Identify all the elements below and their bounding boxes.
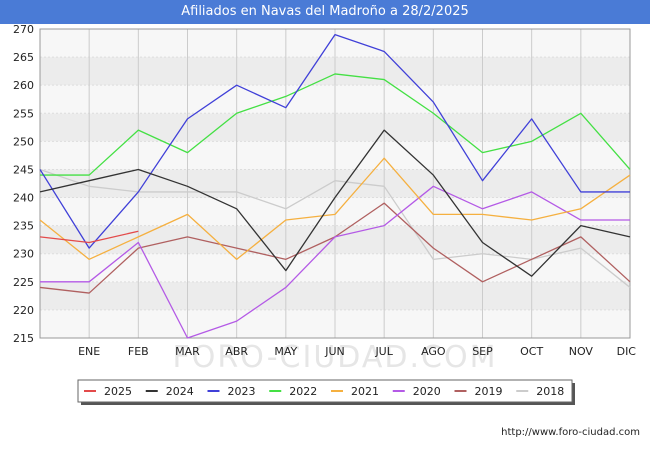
y-tick-label: 240	[13, 192, 34, 205]
y-tick-label: 250	[13, 135, 34, 148]
legend-label-2019: 2019	[475, 385, 503, 398]
legend-label-2021: 2021	[351, 385, 379, 398]
y-tick-label: 245	[13, 163, 34, 176]
x-tick-label: ENE	[78, 345, 100, 358]
legend-label-2020: 2020	[413, 385, 441, 398]
legend-label-2024: 2024	[166, 385, 194, 398]
y-tick-label: 270	[13, 23, 34, 36]
x-axis-ticks: ENE FEB MAR ABR MAY JUN JUL AGO SEP OCT NOV DIC	[78, 345, 636, 358]
x-tick-label: OCT	[520, 345, 543, 358]
series-line-2024	[39, 129, 631, 277]
legend-label-2025: 2025	[104, 385, 132, 398]
x-tick-label: MAY	[274, 345, 297, 358]
grid-lines	[39, 28, 631, 339]
legend: 2025 2024 2023 2022 2021 2020 2019 2018	[77, 379, 575, 405]
y-axis-ticks: 215 220 225 230 235 240 245 250 255 260 265 270	[13, 23, 34, 345]
x-tick-label: SEP	[472, 345, 493, 358]
y-tick-label: 255	[13, 107, 34, 120]
legend-label-2023: 2023	[228, 385, 256, 398]
series-line-2023	[39, 33, 630, 249]
series-line-2022	[40, 73, 631, 176]
plot-border	[39, 28, 631, 339]
legend-box	[77, 379, 573, 403]
x-tick-label: FEB	[128, 345, 149, 358]
y-tick-label: 235	[13, 220, 34, 233]
x-tick-label: ABR	[225, 345, 248, 358]
x-tick-label: MAR	[175, 345, 200, 358]
x-tick-label: AGO	[421, 345, 446, 358]
x-tick-label: NOV	[569, 345, 594, 358]
x-tick-label: JUL	[374, 345, 393, 358]
y-tick-label: 265	[13, 51, 34, 64]
legend-label-2018: 2018	[536, 385, 564, 398]
series-line-2020	[40, 185, 630, 339]
y-tick-label: 225	[13, 276, 34, 289]
series-line-2025	[39, 230, 139, 244]
y-tick-label: 230	[13, 248, 34, 261]
x-tick-label: JUN	[324, 345, 345, 358]
y-tick-label: 215	[13, 332, 34, 345]
y-tick-label: 220	[13, 304, 34, 317]
y-tick-label: 260	[13, 79, 34, 92]
x-tick-label: DIC	[617, 345, 637, 358]
series-lines	[39, 33, 631, 339]
series-line-2021	[39, 157, 631, 260]
legend-label-2022: 2022	[289, 385, 317, 398]
chart-title: Afiliados en Navas del Madroño a 28/2/20…	[0, 0, 650, 24]
watermark: FORO-CIUDAD.COM	[173, 340, 498, 375]
footer-url[interactable]: http://www.foro-ciudad.com	[501, 427, 640, 438]
